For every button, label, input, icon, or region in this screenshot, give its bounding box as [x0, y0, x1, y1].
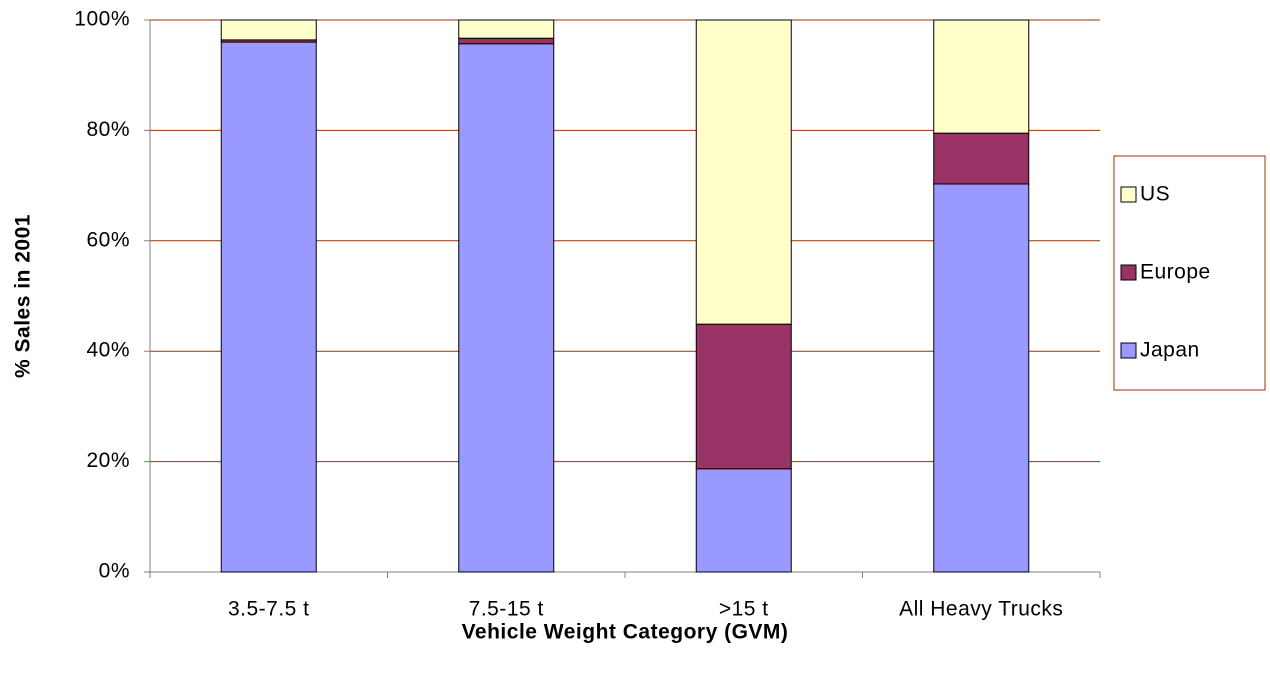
y-tick-label: 60% [86, 228, 130, 251]
bar-segment [933, 183, 1030, 573]
y-tick-label: 20% [86, 449, 130, 472]
legend-label: Japan [1140, 339, 1200, 362]
bar-segment [695, 468, 792, 573]
bar-segment [220, 19, 317, 41]
bar-segment [458, 43, 555, 573]
y-tick-label: 100% [74, 8, 130, 31]
y-tick-label: 80% [86, 118, 130, 141]
bar-segment [933, 19, 1030, 134]
x-tick-label: 3.5-7.5 t [228, 598, 310, 621]
bar-segment [695, 19, 792, 325]
y-tick-label: 0% [99, 560, 130, 583]
legend-swatch [1120, 342, 1137, 359]
x-tick-label: >15 t [719, 598, 769, 621]
bar-segment [933, 132, 1030, 185]
legend-swatch [1120, 264, 1137, 281]
legend-label: Europe [1140, 261, 1211, 284]
x-axis-title: Vehicle Weight Category (GVM) [462, 621, 789, 644]
legend-label: US [1140, 183, 1170, 206]
legend-swatch [1120, 186, 1137, 203]
x-tick-label: 7.5-15 t [469, 598, 544, 621]
bar-segment [220, 41, 317, 573]
bar-segment [695, 323, 792, 470]
bar-segment [458, 37, 555, 45]
x-tick-label: All Heavy Trucks [899, 598, 1063, 621]
legend-box [1113, 155, 1266, 391]
y-tick-label: 40% [86, 339, 130, 362]
bar-segment [458, 19, 555, 39]
y-axis-title: % Sales in 2001 [12, 214, 35, 378]
